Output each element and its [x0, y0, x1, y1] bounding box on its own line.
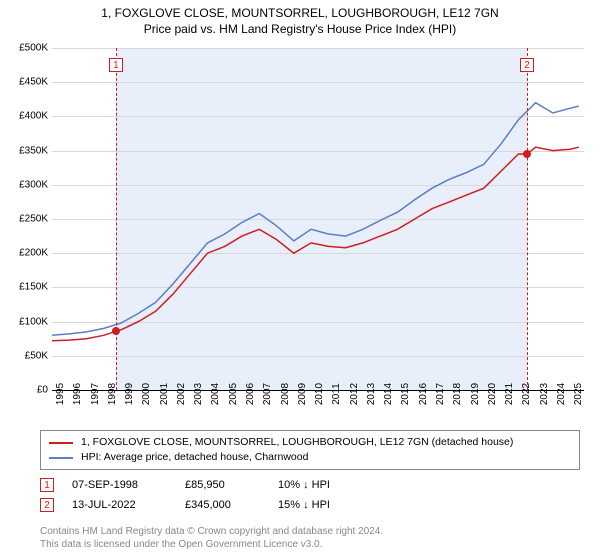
legend-row-hpi: HPI: Average price, detached house, Char… — [49, 450, 571, 465]
legend-row-property: 1, FOXGLOVE CLOSE, MOUNTSORREL, LOUGHBOR… — [49, 435, 571, 450]
y-axis-label: £200K — [19, 248, 48, 259]
title-line-1: 1, FOXGLOVE CLOSE, MOUNTSORREL, LOUGHBOR… — [0, 6, 600, 20]
event-price: £85,950 — [185, 479, 260, 491]
marker-dot — [112, 327, 120, 335]
marker-dot — [523, 150, 531, 158]
series-line-hpi — [52, 103, 579, 336]
y-axis-label: £300K — [19, 179, 48, 190]
marker-dashed-line — [116, 48, 117, 390]
y-axis-label: £400K — [19, 111, 48, 122]
series-line-property — [52, 147, 579, 341]
event-price: £345,000 — [185, 499, 260, 511]
legend-swatch-hpi — [49, 457, 73, 459]
y-axis-label: £100K — [19, 316, 48, 327]
y-axis-label: £350K — [19, 145, 48, 156]
events-table: 1 07-SEP-1998 £85,950 10% ↓ HPI 2 13-JUL… — [40, 472, 580, 512]
attribution-line-2: This data is licensed under the Open Gov… — [40, 538, 580, 551]
y-axis-label: £250K — [19, 214, 48, 225]
chart-plot-area: £0£50K£100K£150K£200K£250K£300K£350K£400… — [52, 48, 584, 390]
event-date: 13-JUL-2022 — [72, 499, 167, 511]
y-axis-label: £50K — [25, 350, 48, 361]
event-marker-2: 2 — [40, 498, 54, 512]
event-marker-1: 1 — [40, 478, 54, 492]
marker-dashed-line — [527, 48, 528, 390]
event-date: 07-SEP-1998 — [72, 479, 167, 491]
y-axis-label: £500K — [19, 43, 48, 54]
legend-box: 1, FOXGLOVE CLOSE, MOUNTSORREL, LOUGHBOR… — [40, 430, 580, 470]
arrow-down-icon: ↓ — [303, 479, 309, 491]
marker-label-box: 1 — [109, 58, 123, 72]
legend-swatch-property — [49, 442, 73, 444]
event-pct: 15% ↓ HPI — [278, 499, 330, 511]
event-row: 2 13-JUL-2022 £345,000 15% ↓ HPI — [40, 498, 580, 512]
legend-label-property: 1, FOXGLOVE CLOSE, MOUNTSORREL, LOUGHBOR… — [81, 435, 513, 450]
event-pct: 10% ↓ HPI — [278, 479, 330, 491]
attribution-line-1: Contains HM Land Registry data © Crown c… — [40, 525, 580, 538]
legend-label-hpi: HPI: Average price, detached house, Char… — [81, 450, 308, 465]
y-axis-label: £450K — [19, 77, 48, 88]
title-line-2: Price paid vs. HM Land Registry's House … — [0, 22, 600, 36]
y-axis-label: £0 — [37, 385, 48, 396]
event-row: 1 07-SEP-1998 £85,950 10% ↓ HPI — [40, 478, 580, 492]
marker-label-box: 2 — [520, 58, 534, 72]
chart-titles: 1, FOXGLOVE CLOSE, MOUNTSORREL, LOUGHBOR… — [0, 0, 600, 36]
arrow-down-icon: ↓ — [303, 499, 309, 511]
lines-svg — [52, 48, 584, 390]
y-axis-label: £150K — [19, 282, 48, 293]
attribution-text: Contains HM Land Registry data © Crown c… — [40, 525, 580, 551]
